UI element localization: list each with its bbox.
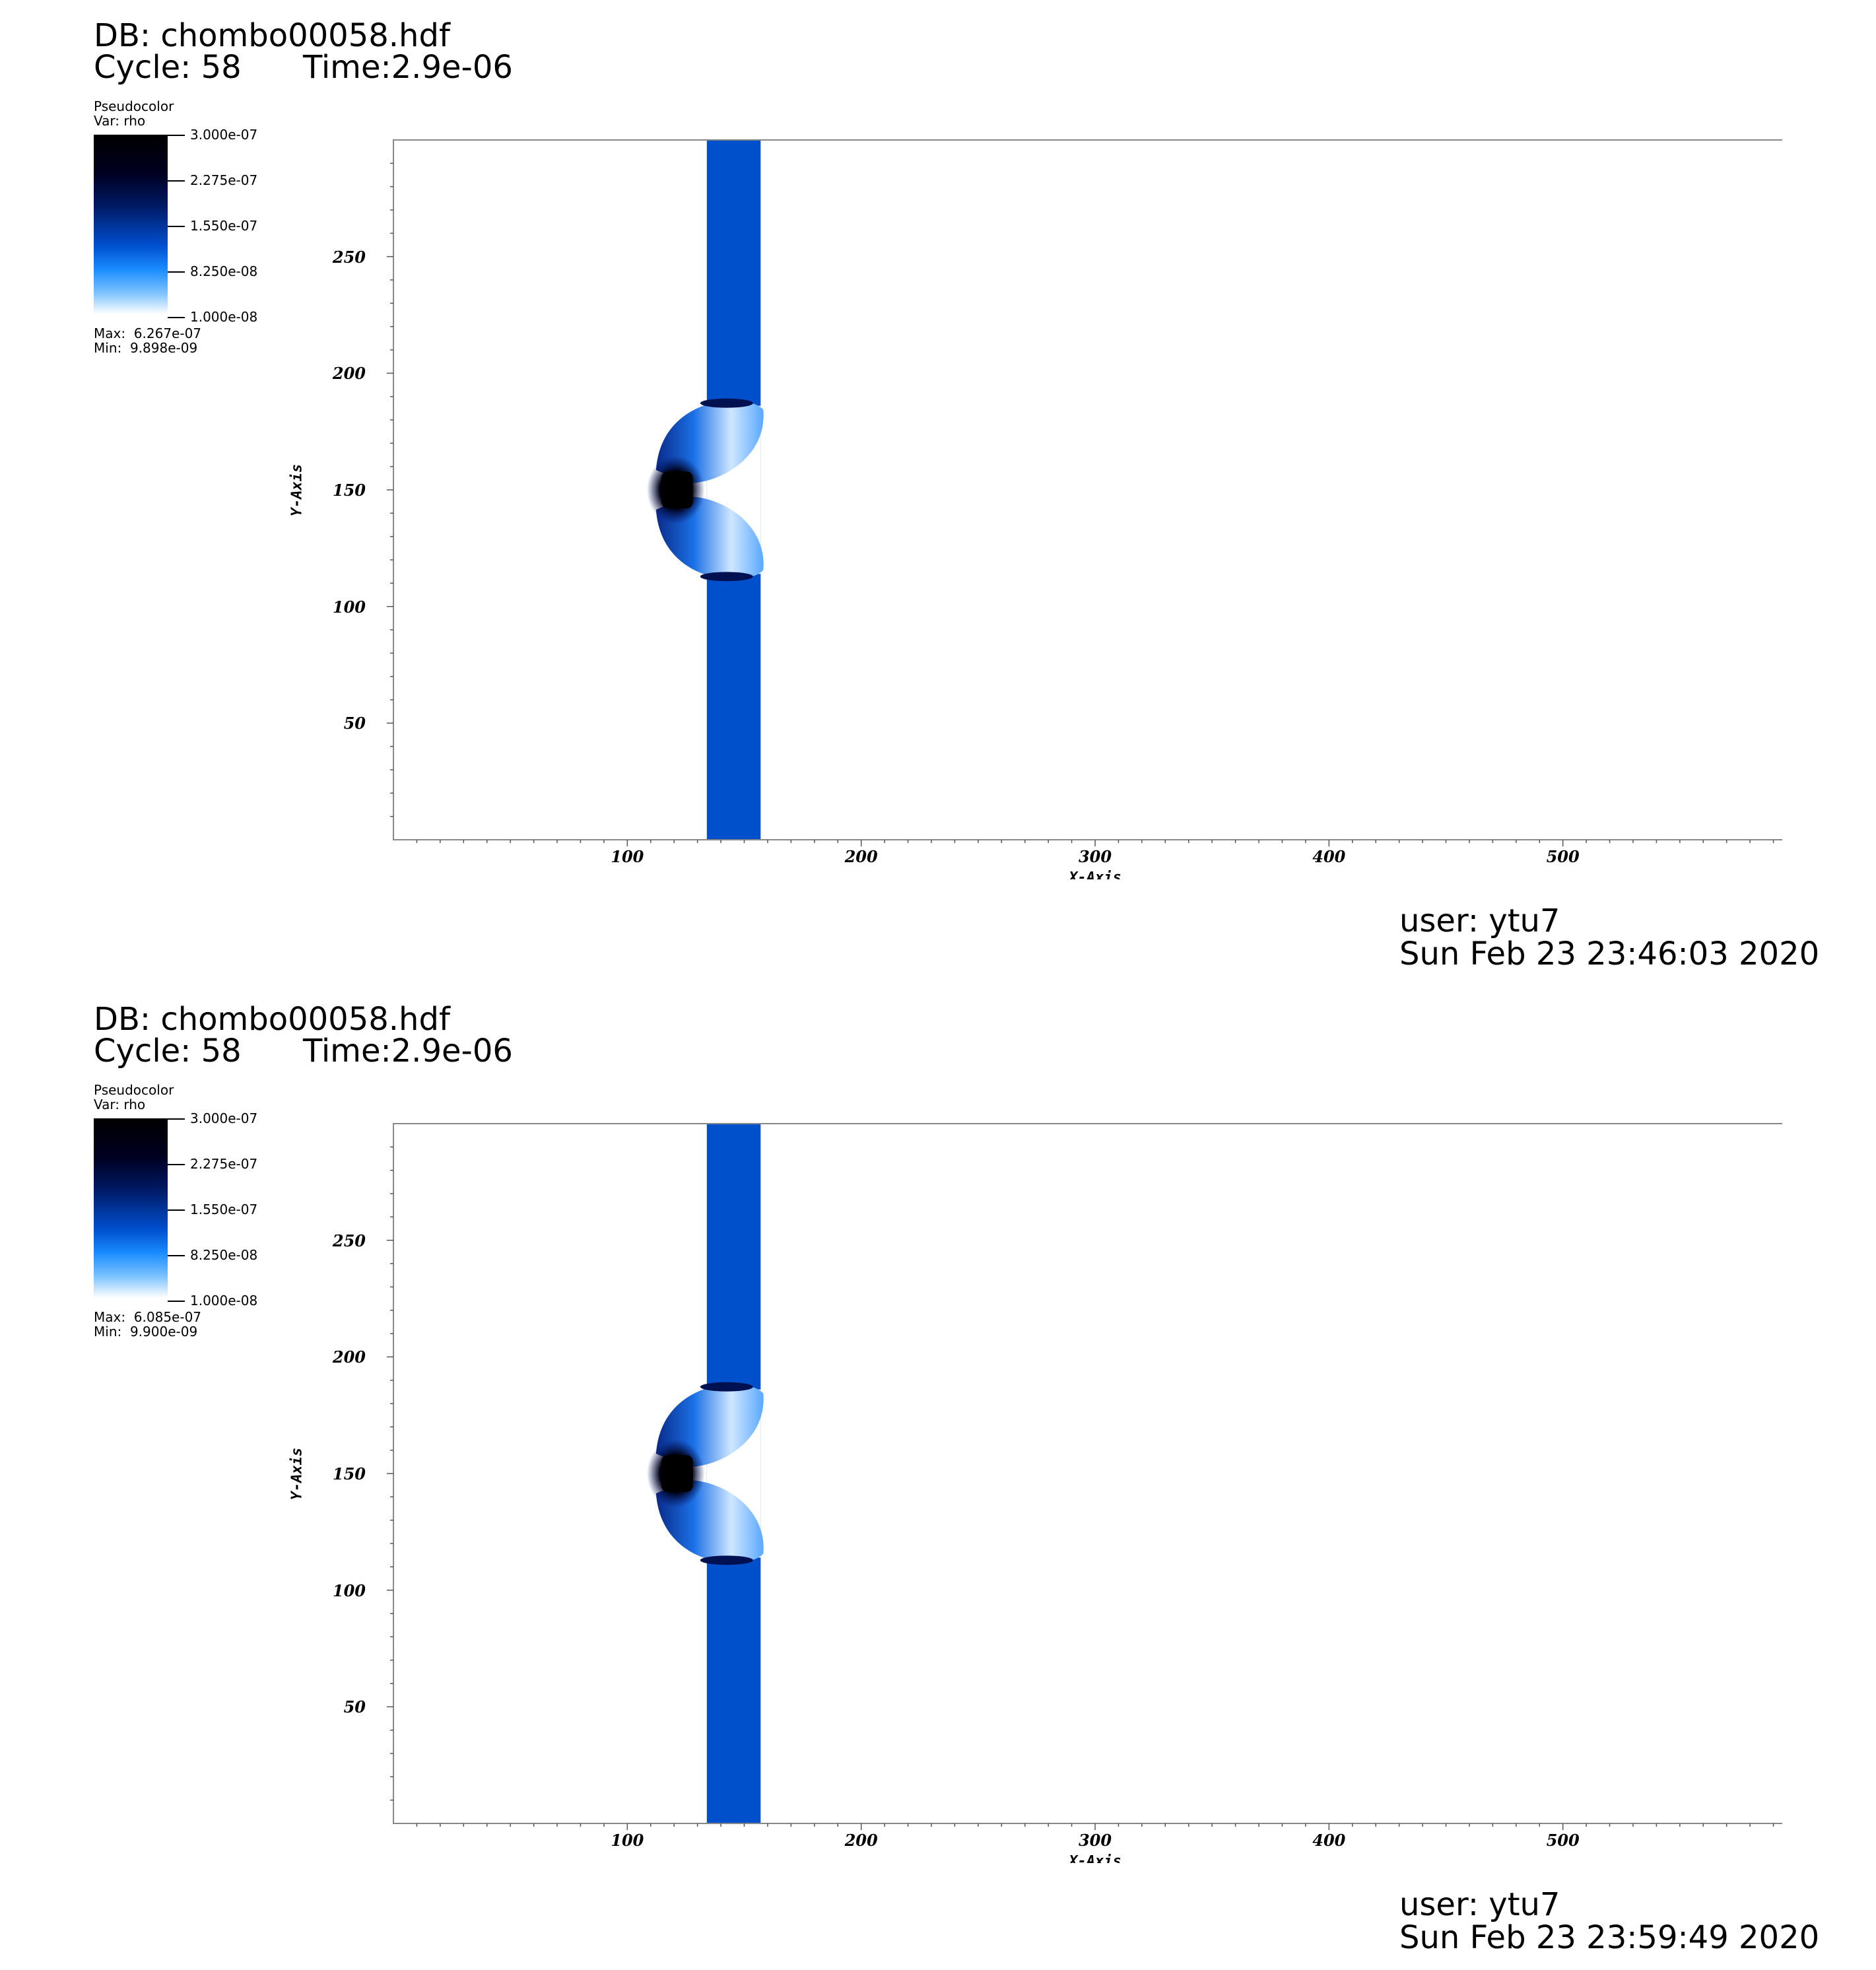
legend-max: Max: 6.267e-07	[94, 325, 202, 341]
user-label: user: ytu7	[1399, 902, 1560, 939]
cycle-label: Cycle: 58	[94, 1033, 242, 1070]
y-tick-label: 200	[332, 364, 366, 384]
y-tick-label: 150	[332, 481, 366, 500]
colorbar-label: 3.000e-07	[190, 127, 258, 143]
y-axis-label: Y-Axis	[288, 463, 306, 517]
legend-variable: Var: rho	[94, 113, 146, 129]
colorbar-label: 1.550e-07	[190, 1202, 258, 1217]
bubble-edge-top	[700, 398, 753, 408]
db-label: DB: chombo00058.hdf	[94, 17, 450, 54]
colorbar-label: 1.000e-08	[190, 309, 258, 325]
legend-title: Pseudocolor	[94, 1082, 174, 1098]
x-axis-label: X-Axis	[1067, 869, 1121, 879]
colorbar-tick	[168, 1301, 185, 1302]
x-tick-label: 400	[1312, 847, 1345, 866]
visit-panel-bottom: DB: chombo00058.hdf Cycle: 58 Time:2.9e-…	[0, 984, 1876, 1967]
legend-min: Min: 9.898e-09	[94, 340, 198, 356]
y-tick-label: 50	[343, 1697, 366, 1717]
date-label: Sun Feb 23 23:46:03 2020	[1399, 935, 1820, 972]
db-label: DB: chombo00058.hdf	[94, 1001, 450, 1038]
legend-title: Pseudocolor	[94, 98, 174, 114]
x-tick-label: 500	[1547, 847, 1580, 866]
y-tick-label: 100	[332, 597, 366, 617]
y-axis-label: Y-Axis	[288, 1447, 306, 1501]
heatmap-field	[646, 1124, 764, 1823]
colorbar-tick	[168, 226, 185, 227]
colorbar-tick	[168, 180, 185, 182]
colorbar-label: 8.250e-08	[190, 1247, 258, 1263]
y-tick-label: 100	[332, 1580, 366, 1600]
visit-panel-top: DB: chombo00058.hdf Cycle: 58 Time:2.9e-…	[0, 0, 1876, 984]
colorbar-label: 2.275e-07	[190, 1156, 258, 1172]
plot-frame	[393, 139, 1782, 840]
bubble-edge-bottom	[700, 572, 753, 582]
x-tick-label: 100	[611, 1831, 644, 1850]
legend-variable: Var: rho	[94, 1097, 146, 1112]
heatmap-field	[646, 140, 764, 840]
bubble-core-dense	[661, 1455, 693, 1492]
colorbar-tick	[168, 1255, 185, 1256]
y-tick-label: 200	[332, 1347, 366, 1367]
x-tick-label: 100	[611, 847, 644, 866]
legend-max: Max: 6.085e-07	[94, 1309, 202, 1325]
colorbar-tick	[168, 1118, 185, 1120]
date-label: Sun Feb 23 23:59:49 2020	[1399, 1919, 1820, 1956]
x-tick-label: 500	[1547, 1831, 1580, 1850]
bubble-core-dense	[661, 471, 693, 508]
colorbar-tick	[168, 271, 185, 273]
plot-frame	[393, 1123, 1782, 1824]
time-label: Time:2.9e-06	[303, 1033, 513, 1070]
x-tick-label: 200	[844, 1831, 878, 1850]
y-tick-label: 150	[332, 1464, 366, 1483]
time-label: Time:2.9e-06	[303, 49, 513, 86]
x-tick-label: 400	[1312, 1831, 1345, 1850]
colorbar-label: 8.250e-08	[190, 263, 258, 279]
plot-area: 100 200 300 400 500 X-Axis	[387, 139, 1782, 879]
colorbar-label: 3.000e-07	[190, 1110, 258, 1126]
x-axis-label: X-Axis	[1067, 1853, 1121, 1863]
colorbar-tick	[168, 317, 185, 318]
colorbar-label: 1.000e-08	[190, 1293, 258, 1308]
x-tick-label: 300	[1079, 1831, 1112, 1850]
colorbar-label: 1.550e-07	[190, 218, 258, 234]
colorbar-tick	[168, 1209, 185, 1211]
x-tick-label: 300	[1079, 847, 1112, 866]
bubble-edge-bottom	[700, 1555, 753, 1565]
legend-min: Min: 9.900e-09	[94, 1324, 198, 1340]
colorbar-tick	[168, 135, 185, 136]
colorbar	[94, 1118, 168, 1298]
y-tick-label: 250	[332, 247, 366, 267]
bubble-edge-top	[700, 1382, 753, 1392]
y-tick-label: 50	[343, 714, 366, 733]
colorbar-tick	[168, 1164, 185, 1165]
plot-area: 100 200 300 400 500 X-Axis	[387, 1123, 1782, 1863]
x-tick-label: 200	[844, 847, 878, 866]
cycle-label: Cycle: 58	[94, 49, 242, 86]
user-label: user: ytu7	[1399, 1886, 1560, 1923]
colorbar-label: 2.275e-07	[190, 172, 258, 188]
y-tick-label: 250	[332, 1231, 366, 1250]
colorbar	[94, 135, 168, 314]
